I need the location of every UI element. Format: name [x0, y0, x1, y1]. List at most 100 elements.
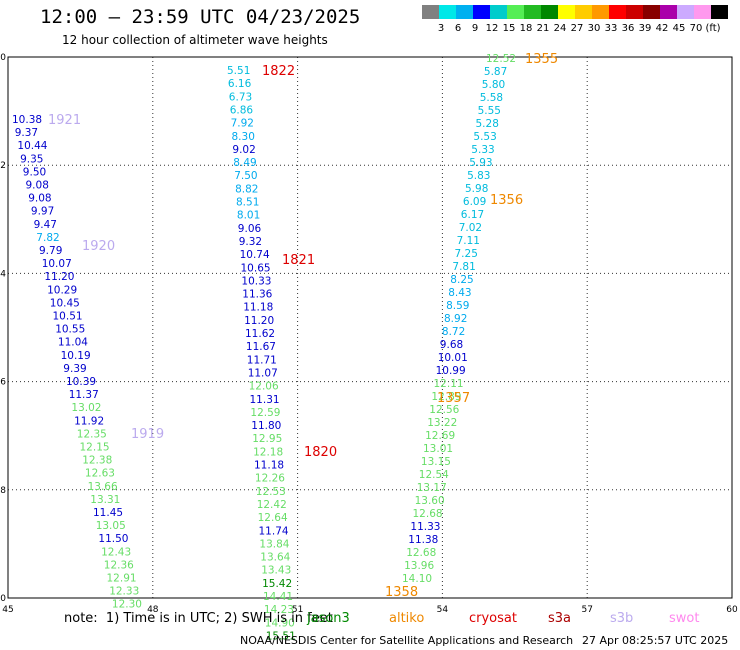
lon-tick-label: 60	[726, 605, 738, 615]
wave-height-label: 7.92	[231, 118, 254, 130]
legend-swatch	[473, 5, 490, 19]
legend-swatch	[524, 5, 541, 19]
wave-height-label: 9.02	[232, 144, 255, 156]
pass-time-label: 1822	[262, 64, 295, 79]
wave-height-label: 10.07	[42, 258, 72, 270]
legend-label: 3	[437, 23, 445, 34]
wave-height-label: 11.31	[250, 394, 280, 406]
satellite-legend-item: cryosat	[469, 611, 517, 626]
wave-height-label: 12.59	[250, 407, 280, 419]
pass-time-label: 1920	[82, 239, 115, 254]
wave-height-label: 7.81	[452, 261, 475, 273]
lat-tick-label: -32	[0, 161, 6, 171]
wave-height-label: 11.33	[410, 521, 440, 533]
wave-height-label: 10.38	[12, 114, 42, 126]
wave-height-label: 12.36	[104, 559, 134, 571]
legend-swatch	[439, 5, 456, 19]
wave-height-label: 9.37	[15, 127, 38, 139]
wave-height-label: 12.89	[431, 391, 461, 403]
wave-height-label: 12.26	[255, 473, 285, 485]
wave-height-label: 8.82	[235, 183, 258, 195]
wave-height-label: 6.86	[230, 104, 254, 116]
wave-height-label: 7.11	[457, 235, 480, 247]
page-title: 12:00 — 23:59 UTC 04/23/2025	[40, 6, 361, 28]
wave-height-label: 8.43	[448, 287, 471, 299]
satellite-legend-item: swot	[669, 611, 700, 626]
legend-swatch	[711, 5, 728, 19]
lon-tick-label: 48	[147, 605, 159, 615]
wave-height-label: 11.04	[58, 337, 88, 349]
wave-height-label: 13.31	[90, 494, 120, 506]
legend-swatch	[558, 5, 575, 19]
wave-height-label: 11.50	[98, 533, 128, 545]
lat-tick-label: -40	[0, 594, 6, 604]
wave-height-label: 9.97	[31, 206, 54, 218]
wave-height-label: 12.30	[112, 599, 142, 611]
legend-swatch	[490, 5, 507, 19]
legend-swatch	[541, 5, 558, 19]
wave-height-label: 8.25	[450, 274, 473, 286]
legend-swatch	[507, 5, 524, 19]
legend-label: 42	[655, 23, 669, 34]
wave-height-label: 11.38	[408, 534, 438, 546]
wave-height-label: 12.06	[249, 381, 279, 393]
satellite-legend-item: jason3	[307, 611, 350, 626]
wave-height-label: 9.68	[440, 339, 463, 351]
wave-height-label: 8.51	[236, 197, 259, 209]
wave-height-label: 13.17	[417, 482, 447, 494]
wave-height-label: 12.52	[486, 53, 516, 65]
wave-height-label: 12.35	[77, 428, 107, 440]
legend-label: 36	[621, 23, 635, 34]
wave-height-label: 11.74	[259, 525, 289, 537]
wave-height-label: 7.25	[455, 248, 478, 260]
wave-height-label: 6.73	[229, 91, 252, 103]
map-grid	[8, 57, 732, 598]
pass-time-label: 1820	[304, 445, 337, 460]
legend-label: 45	[672, 23, 686, 34]
wave-height-label: 12.63	[85, 468, 115, 480]
wave-height-label: 11.18	[243, 302, 273, 314]
wave-height-label: 10.44	[17, 140, 47, 152]
legend-swatch	[643, 5, 660, 19]
wave-height-label: 8.49	[233, 157, 256, 169]
wave-height-label: 13.02	[71, 402, 101, 414]
wave-height-label: 11.20	[44, 271, 74, 283]
legend-label: 18	[519, 23, 533, 34]
wave-height-label: 10.19	[61, 350, 91, 362]
legend-unit: (ft)	[705, 23, 721, 34]
pass-time-label: 1357	[437, 391, 470, 406]
lat-tick-label: -30	[0, 53, 6, 63]
satellite-legend-item: s3b	[610, 611, 634, 626]
wave-height-label: 12.68	[406, 547, 436, 559]
wave-height-label: 14.90	[265, 617, 295, 629]
wave-height-label: 11.62	[245, 328, 275, 340]
wave-height-label: 9.47	[34, 219, 57, 231]
wave-height-label: 12.43	[101, 546, 131, 558]
legend-swatch	[592, 5, 609, 19]
wave-height-label: 7.50	[234, 170, 257, 182]
wave-height-label: 11.92	[74, 415, 104, 427]
wave-height-label: 13.64	[260, 552, 290, 564]
wave-height-label: 11.18	[254, 460, 284, 472]
lat-tick-label: -36	[0, 378, 6, 388]
wave-height-label: 9.08	[26, 180, 49, 192]
wave-height-label: 14.41	[263, 591, 293, 603]
wave-height-label: 11.45	[93, 507, 123, 519]
wave-height-label: 11.07	[248, 367, 278, 379]
wave-height-label: 12.91	[107, 573, 137, 585]
wave-height-label: 11.67	[246, 341, 276, 353]
wave-height-label: 6.16	[228, 78, 252, 90]
wave-height-label: 11.36	[242, 289, 272, 301]
wave-height-label: 13.66	[88, 481, 118, 493]
lon-tick-label: 45	[2, 605, 13, 615]
pass-time-label: 1358	[385, 585, 418, 600]
wave-height-label: 13.60	[415, 495, 445, 507]
legend-label: 33	[604, 23, 618, 34]
legend-swatch	[626, 5, 643, 19]
wave-height-label: 10.55	[55, 324, 85, 336]
wave-height-label: 9.06	[238, 223, 262, 235]
wave-height-label: 10.65	[241, 262, 271, 274]
pass-time-label: 1821	[282, 253, 315, 268]
satellite-legend-item: altiko	[389, 611, 425, 626]
